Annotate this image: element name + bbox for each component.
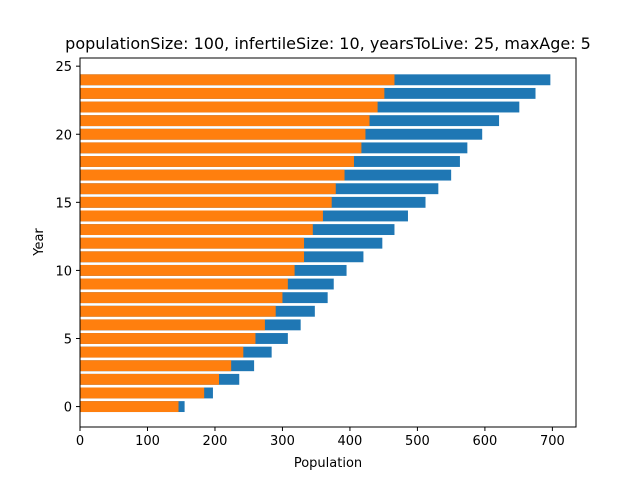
bar-series-2-year-7 bbox=[80, 305, 276, 317]
bar-series-2-year-1 bbox=[80, 387, 205, 399]
bar-series-2-year-16 bbox=[80, 183, 336, 195]
bar-series-2-year-9 bbox=[80, 278, 288, 290]
bar-series-2-year-5 bbox=[80, 333, 256, 344]
bar-series-2-year-21 bbox=[80, 115, 370, 127]
plot-frame bbox=[79, 57, 577, 428]
bar-series-2-year-12 bbox=[80, 237, 305, 249]
x-axis-ticks: 0 100 200 300 400 500 600 700 bbox=[76, 427, 565, 449]
bar-series-2-year-23 bbox=[80, 87, 385, 99]
y-tick-label: 20 bbox=[55, 128, 72, 143]
bar-series-2-year-14 bbox=[80, 210, 323, 222]
x-tick-label: 300 bbox=[270, 434, 295, 449]
bar-series-2-year-18 bbox=[80, 156, 354, 167]
bar-series-2-year-17 bbox=[80, 169, 345, 181]
bar-series-2-year-0 bbox=[80, 401, 179, 413]
y-tick-label: 25 bbox=[55, 60, 72, 75]
bar-series-2-year-20 bbox=[80, 128, 366, 140]
x-tick-label: 600 bbox=[472, 434, 497, 449]
x-tick-label: 500 bbox=[405, 434, 430, 449]
bar-series-2-year-13 bbox=[80, 224, 313, 236]
bar-series-2-year-19 bbox=[80, 142, 362, 154]
bar-series-2-year-3 bbox=[80, 360, 232, 372]
chart-title: populationSize: 100, infertileSize: 10, … bbox=[65, 34, 591, 53]
bar-series-2-year-11 bbox=[80, 251, 305, 263]
bar-series-2-year-10 bbox=[80, 264, 295, 276]
y-tick-label: 0 bbox=[64, 401, 72, 416]
x-tick-label: 100 bbox=[135, 434, 160, 449]
bar-series-2-year-24 bbox=[80, 74, 395, 86]
bar-series-2-year-15 bbox=[80, 196, 332, 208]
y-tick-label: 15 bbox=[55, 196, 72, 211]
y-tick-label: 5 bbox=[64, 332, 72, 347]
y-tick-label: 10 bbox=[55, 264, 72, 279]
bar-series-2-year-4 bbox=[80, 346, 244, 358]
x-axis-label: Population bbox=[294, 456, 362, 471]
y-axis-ticks: 0 5 10 15 20 25 bbox=[55, 60, 80, 416]
bar-series-2-year-2 bbox=[80, 373, 220, 385]
bar-series-2-year-8 bbox=[80, 292, 283, 304]
bar-series-2-year-6 bbox=[80, 319, 265, 331]
x-tick-label: 200 bbox=[203, 434, 228, 449]
bar-series-2-year-22 bbox=[80, 101, 378, 113]
x-tick-label: 700 bbox=[540, 434, 565, 449]
x-tick-label: 400 bbox=[338, 434, 363, 449]
y-axis-label: Year bbox=[32, 228, 47, 257]
x-tick-label: 0 bbox=[76, 434, 84, 449]
bars-group bbox=[80, 74, 551, 413]
